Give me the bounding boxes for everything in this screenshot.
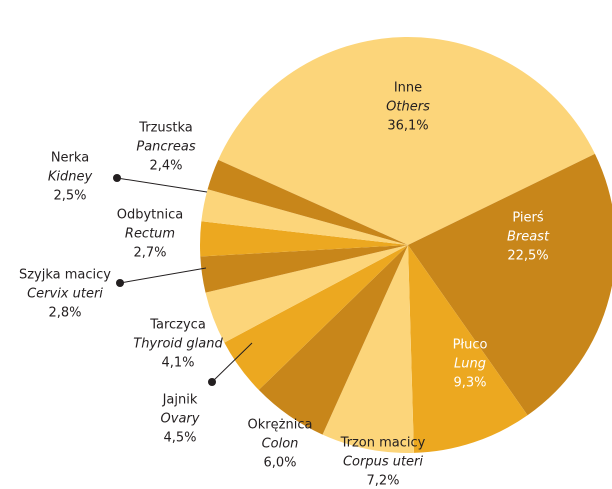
labels: Inne Others 36,1% Pierś Breast 22,5% Płuco Lung… [19, 81, 550, 489]
leader-line [116, 177, 208, 193]
value-label: 2,7% [133, 246, 166, 261]
slice-label: Jajnik [162, 393, 198, 408]
value-label: 2,4% [149, 159, 182, 174]
slice-label: Trzustka [138, 121, 193, 136]
slice-label-en: Others [386, 100, 430, 115]
slice-label-en: Colon [262, 437, 299, 452]
value-label: 7,2% [366, 474, 399, 489]
slice [258, 245, 408, 435]
value-label: 4,1% [161, 356, 194, 371]
slice [205, 245, 408, 343]
leader-dot [208, 378, 216, 386]
slice [207, 159, 408, 245]
slice [200, 245, 408, 293]
value-label: 2,5% [53, 189, 86, 204]
slice-label: Inne [394, 81, 422, 96]
slice-label: Odbytnica [117, 208, 184, 223]
leader-dot [113, 174, 121, 182]
slice-label-en: Lung [454, 357, 486, 372]
slice-label: Pierś [512, 211, 544, 226]
slice-label: Szyjka macicy [19, 268, 111, 283]
value-label: 4,5% [163, 431, 196, 446]
slice-label: Okrężnica [248, 418, 313, 433]
leader-dot [116, 279, 124, 287]
value-label: 6,0% [263, 456, 296, 471]
slice [408, 153, 612, 416]
slice-label: Nerka [51, 151, 89, 166]
value-label: 36,1% [387, 119, 428, 134]
slice [322, 245, 414, 453]
value-label: 22,5% [507, 249, 548, 264]
slice [224, 245, 408, 390]
slice-label: Tarczyca [149, 318, 206, 333]
leaders [113, 174, 253, 386]
slice-label: Płuco [453, 338, 488, 353]
pie [200, 37, 612, 453]
slice-label-en: Ovary [161, 412, 200, 427]
slice [201, 189, 408, 245]
slice-label: Trzon macicy [340, 436, 426, 451]
slice-label-en: Pancreas [136, 140, 196, 155]
slice-label-en: Thyroid gland [133, 337, 223, 352]
slice-label-en: Rectum [125, 227, 175, 242]
slice [200, 221, 408, 257]
slice-label-en: Cervix uteri [27, 287, 103, 302]
slice-label-en: Corpus uteri [343, 455, 423, 470]
leader-line [211, 342, 253, 383]
value-label: 2,8% [48, 306, 81, 321]
slice [218, 37, 595, 245]
slice-label-en: Kidney [48, 170, 93, 185]
value-label: 9,3% [453, 376, 486, 391]
slice-label-en: Breast [507, 230, 550, 245]
slice [408, 245, 528, 453]
leader-line [119, 267, 207, 284]
